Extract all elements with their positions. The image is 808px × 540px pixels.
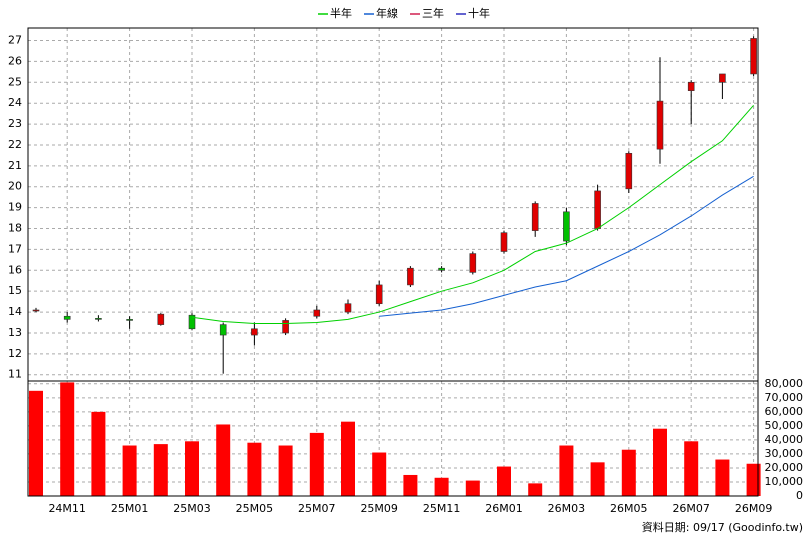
y-tick-label: 23	[8, 117, 22, 130]
panel-frame	[27, 380, 759, 497]
y-tick-label: 80,000	[765, 377, 804, 390]
candle-body	[282, 320, 289, 334]
volume-bar	[372, 452, 387, 496]
volume-bar	[746, 463, 761, 496]
candle-body	[407, 267, 414, 286]
y-tick-label: 25	[8, 75, 22, 88]
y-tick-label: 27	[8, 34, 22, 47]
candle-body	[375, 284, 383, 305]
footer: 資料日期: 09/17 (Goodinfo.tw)	[642, 520, 803, 534]
candle-body	[563, 211, 570, 242]
y-tick-label: 60,000	[765, 405, 804, 418]
x-tick-label: 25M09	[360, 502, 398, 515]
candle-body	[500, 232, 508, 252]
y-tick-label: 70,000	[765, 391, 804, 404]
candle-body	[219, 324, 227, 336]
volume-bar	[247, 442, 262, 496]
candle-body	[719, 73, 726, 83]
y-tick-label: 0	[796, 489, 803, 502]
volume-bar	[715, 459, 730, 496]
candle-body	[126, 319, 133, 321]
legend-label: 年線	[376, 6, 398, 20]
y-tick-label: 15	[8, 284, 22, 297]
y-tick-label: 26	[8, 54, 22, 67]
y-tick-label: 14	[8, 305, 22, 318]
candle-body	[750, 38, 757, 75]
y-tick-label: 21	[8, 159, 22, 172]
volume-bar	[309, 432, 324, 496]
volume-bar	[29, 390, 43, 496]
x-tick-label: 26M05	[610, 502, 648, 515]
legend-label: 三年	[422, 6, 444, 20]
candle-body	[625, 153, 633, 190]
volume-bar	[653, 428, 667, 496]
volume-bar	[185, 441, 199, 496]
y-tick-label: 12	[8, 347, 22, 360]
volume-bar	[60, 382, 75, 496]
volume-bar	[621, 449, 636, 496]
x-tick-label: 26M03	[548, 502, 586, 515]
candle-body	[157, 313, 165, 325]
ma-line	[379, 175, 754, 317]
x-tick-label: 25M03	[173, 502, 211, 515]
y-tick-label: 24	[8, 96, 22, 109]
volume-bar	[434, 477, 449, 496]
y-tick-label: 20,000	[765, 461, 804, 474]
x-tick-label: 25M11	[423, 502, 461, 515]
y-tick-label: 16	[8, 263, 22, 276]
y-tick-label: 22	[8, 138, 22, 151]
candle-body	[656, 100, 664, 150]
volume-bar	[465, 480, 480, 496]
y-tick-label: 50,000	[765, 419, 804, 432]
volume-bar	[153, 444, 168, 496]
ma-line	[191, 104, 754, 325]
candle-body	[63, 315, 71, 320]
candle-body	[687, 82, 695, 91]
x-tick-label: 24M11	[48, 502, 86, 515]
volume-bar	[216, 424, 231, 496]
volume-bar	[559, 445, 574, 496]
candle-body	[594, 190, 601, 229]
volume-bar	[91, 411, 106, 496]
y-tick-label: 19	[8, 201, 22, 214]
x-tick-label: 26M09	[735, 502, 773, 515]
y-tick-label: 13	[8, 326, 22, 339]
volume-bar	[122, 445, 137, 496]
volume-bar	[528, 483, 543, 496]
candle-body	[313, 309, 321, 317]
y-tick-label: 30,000	[765, 447, 804, 460]
candle-body	[344, 303, 352, 313]
y-tick-label: 18	[8, 222, 22, 235]
candle-body	[188, 314, 196, 330]
y-tick-label: 40,000	[765, 433, 804, 446]
x-tick-label: 26M01	[485, 502, 523, 515]
legend-label: 半年	[330, 6, 352, 20]
legend-label: 十年	[468, 6, 490, 20]
x-tick-label: 26M07	[672, 502, 710, 515]
x-tick-label: 25M01	[111, 502, 149, 515]
volume-bar	[403, 474, 418, 496]
volume-bar	[684, 441, 699, 496]
volume-bar	[497, 466, 511, 496]
y-tick-label: 20	[8, 180, 22, 193]
volume-bar	[341, 421, 355, 496]
volume-bar	[590, 462, 605, 496]
candle-body	[469, 253, 477, 273]
candle-body	[251, 328, 258, 336]
y-tick-label: 17	[8, 242, 22, 255]
candle-body	[438, 267, 445, 271]
candle-body	[95, 318, 102, 320]
x-tick-label: 25M05	[236, 502, 274, 515]
candle-body	[32, 309, 40, 312]
y-tick-label: 11	[8, 368, 22, 381]
y-tick-label: 10,000	[765, 475, 804, 488]
x-tick-label: 25M07	[298, 502, 336, 515]
candle-body	[531, 203, 539, 231]
volume-bar	[278, 445, 293, 496]
